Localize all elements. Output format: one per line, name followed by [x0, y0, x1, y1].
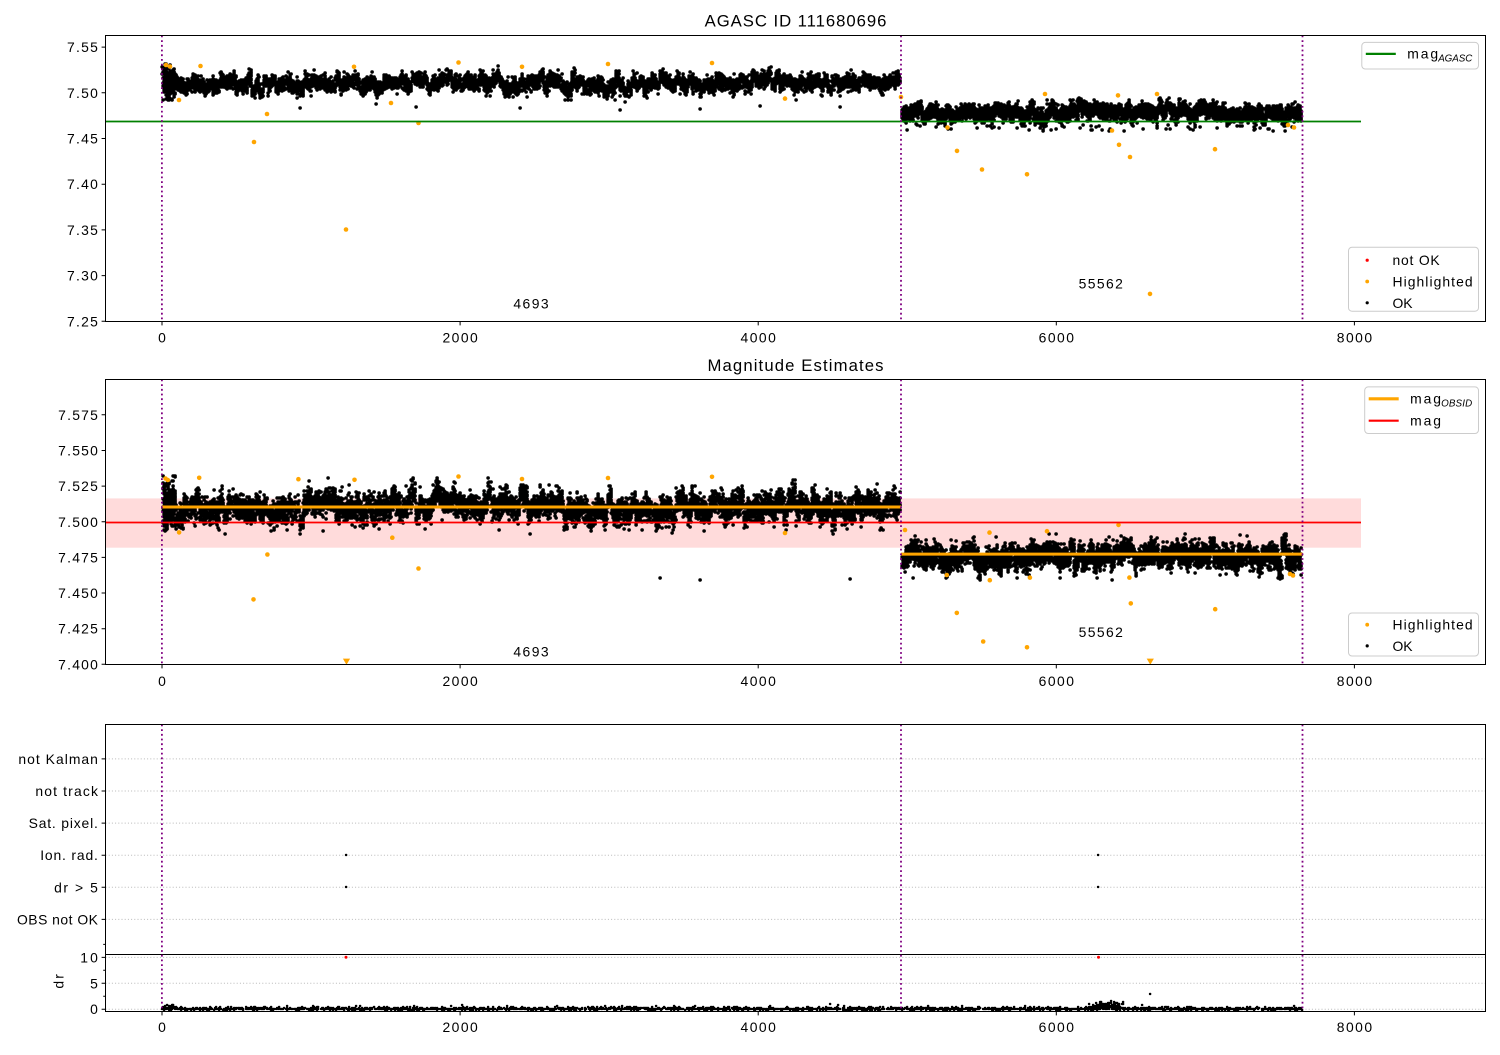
svg-text:7.400: 7.400 — [58, 656, 98, 672]
svg-text:7.25: 7.25 — [67, 313, 98, 329]
svg-text:7.55: 7.55 — [67, 39, 98, 55]
svg-text:OK: OK — [1393, 638, 1414, 654]
svg-text:7.30: 7.30 — [67, 268, 98, 284]
svg-text:Highlighted: Highlighted — [1393, 274, 1473, 290]
svg-text:OBS not OK: OBS not OK — [17, 911, 99, 927]
svg-text:0: 0 — [158, 673, 166, 689]
svg-text:55562: 55562 — [1079, 276, 1123, 292]
svg-text:6000: 6000 — [1039, 329, 1075, 345]
svg-text:7.475: 7.475 — [58, 549, 98, 565]
svg-text:4000: 4000 — [741, 329, 777, 345]
svg-text:not track: not track — [35, 783, 98, 799]
svg-text:7.525: 7.525 — [58, 478, 98, 494]
svg-text:dr > 5: dr > 5 — [54, 879, 98, 895]
svg-text:not OK: not OK — [1393, 252, 1441, 268]
svg-text:AGASC: AGASC — [1437, 54, 1473, 65]
svg-text:6000: 6000 — [1039, 1019, 1075, 1035]
svg-text:7.35: 7.35 — [67, 222, 98, 238]
svg-text:6000: 6000 — [1039, 673, 1075, 689]
svg-text:OK: OK — [1393, 295, 1414, 311]
svg-text:4000: 4000 — [741, 673, 777, 689]
svg-text:7.575: 7.575 — [58, 407, 98, 423]
svg-text:mag: mag — [1410, 391, 1441, 407]
svg-text:2000: 2000 — [442, 329, 478, 345]
svg-text:7.40: 7.40 — [67, 176, 98, 192]
svg-text:mag: mag — [1410, 412, 1441, 428]
svg-text:7.50: 7.50 — [67, 85, 98, 101]
svg-text:dr: dr — [51, 974, 67, 989]
svg-text:AGASC ID 111680696: AGASC ID 111680696 — [705, 12, 887, 31]
svg-text:0: 0 — [90, 1001, 98, 1017]
svg-text:4693: 4693 — [513, 296, 549, 312]
svg-text:8000: 8000 — [1337, 1019, 1373, 1035]
svg-text:Sat. pixel.: Sat. pixel. — [29, 815, 98, 831]
svg-text:Highlighted: Highlighted — [1393, 617, 1473, 633]
svg-text:55562: 55562 — [1079, 624, 1123, 640]
svg-text:2000: 2000 — [442, 673, 478, 689]
svg-text:4000: 4000 — [741, 1019, 777, 1035]
svg-text:7.45: 7.45 — [67, 131, 98, 147]
svg-text:4693: 4693 — [513, 644, 549, 660]
svg-text:2000: 2000 — [442, 1019, 478, 1035]
svg-text:Ion. rad.: Ion. rad. — [40, 847, 98, 863]
svg-text:7.450: 7.450 — [58, 585, 98, 601]
svg-text:not Kalman: not Kalman — [18, 751, 97, 767]
svg-text:0: 0 — [158, 1019, 166, 1035]
svg-text:Magnitude Estimates: Magnitude Estimates — [708, 356, 884, 375]
svg-text:OBSID: OBSID — [1441, 399, 1472, 410]
svg-text:8000: 8000 — [1337, 329, 1373, 345]
svg-text:0: 0 — [158, 329, 166, 345]
svg-text:7.550: 7.550 — [58, 443, 98, 459]
svg-text:7.500: 7.500 — [58, 514, 98, 530]
svg-text:mag: mag — [1407, 46, 1438, 62]
svg-text:5: 5 — [90, 975, 98, 991]
svg-text:7.425: 7.425 — [58, 621, 98, 637]
svg-text:10: 10 — [80, 949, 98, 965]
svg-text:8000: 8000 — [1337, 673, 1373, 689]
